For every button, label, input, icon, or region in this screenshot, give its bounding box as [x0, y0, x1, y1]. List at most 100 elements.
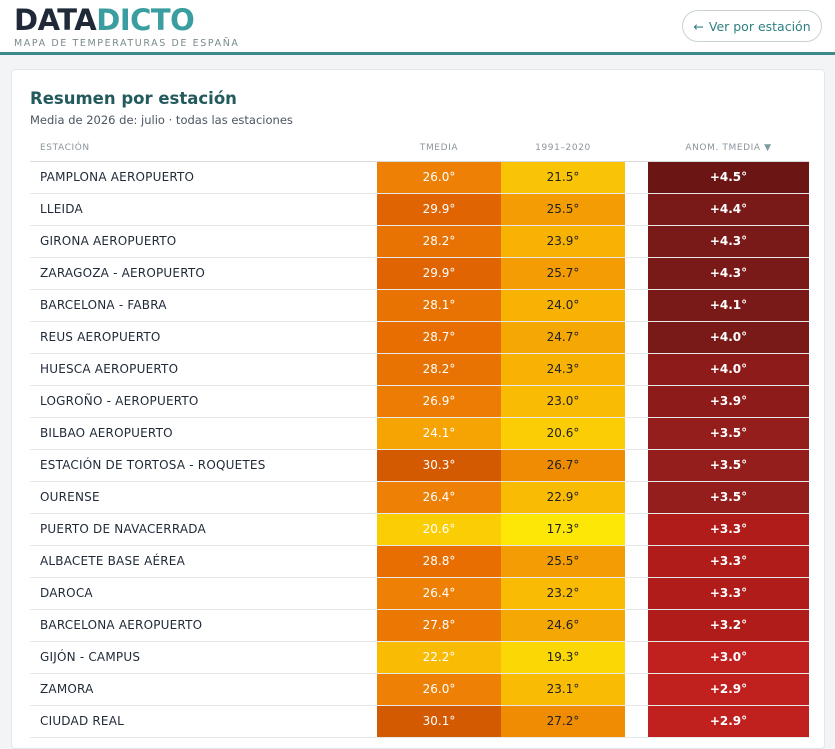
tmedia-cell: 26.0°: [377, 673, 501, 706]
sort-desc-icon: ▼: [764, 143, 772, 154]
tmedia-cell: 28.2°: [377, 353, 501, 386]
station-name-cell: LOGROÑO - AEROPUERTO: [30, 385, 377, 418]
normal-cell: 23.1°: [501, 673, 625, 706]
normal-cell: 27.2°: [501, 705, 625, 738]
station-name-cell: ZARAGOZA - AEROPUERTO: [30, 257, 377, 290]
normal-cell: 25.5°: [501, 193, 625, 226]
table-row[interactable]: GIJÓN - CAMPUS 22.2° 19.3° +3.0°: [30, 641, 809, 674]
anomaly-cell: +4.3°: [648, 257, 809, 290]
normal-cell: 23.2°: [501, 577, 625, 610]
station-name-cell: PUERTO DE NAVACERRADA: [30, 513, 377, 546]
normal-cell: 25.5°: [501, 545, 625, 578]
station-name-cell: ZAMORA: [30, 673, 377, 706]
gap-cell: [625, 609, 648, 642]
tmedia-cell: 29.9°: [377, 257, 501, 290]
tmedia-cell: 22.2°: [377, 641, 501, 674]
anomaly-cell: +4.4°: [648, 193, 809, 226]
logo-part-data: DATA: [14, 3, 97, 37]
gap-cell: [625, 353, 648, 386]
gap-cell: [625, 673, 648, 706]
table-header-row: ESTACIÓN TMEDIA 1991–2020 ANOM. TMEDIA ▼: [30, 136, 809, 162]
station-name-cell: BARCELONA AEROPUERTO: [30, 609, 377, 642]
column-header-tmedia[interactable]: TMEDIA: [377, 136, 501, 162]
column-header-station[interactable]: ESTACIÓN: [30, 136, 377, 162]
gap-cell: [625, 225, 648, 258]
station-name-cell: GIRONA AEROPUERTO: [30, 225, 377, 258]
table-row[interactable]: LOGROÑO - AEROPUERTO 26.9° 23.0° +3.9°: [30, 385, 809, 418]
station-name-cell: BILBAO AEROPUERTO: [30, 417, 377, 450]
column-header-normal[interactable]: 1991–2020: [501, 136, 625, 162]
tmedia-cell: 26.4°: [377, 481, 501, 514]
gap-cell: [625, 193, 648, 226]
gap-cell: [625, 321, 648, 354]
normal-cell: 19.3°: [501, 641, 625, 674]
station-name-cell: ESTACIÓN DE TORTOSA - ROQUETES: [30, 449, 377, 482]
station-summary-card: Resumen por estación Media de 2026 de: j…: [11, 69, 825, 749]
table-row[interactable]: ZARAGOZA - AEROPUERTO 29.9° 25.7° +4.3°: [30, 257, 809, 290]
table-row[interactable]: PUERTO DE NAVACERRADA 20.6° 17.3° +3.3°: [30, 513, 809, 546]
column-header-anomaly[interactable]: ANOM. TMEDIA ▼: [648, 136, 809, 162]
normal-cell: 25.7°: [501, 257, 625, 290]
anomaly-cell: +3.5°: [648, 417, 809, 450]
anomaly-cell: +4.3°: [648, 225, 809, 258]
table-row[interactable]: DAROCA 26.4° 23.2° +3.3°: [30, 577, 809, 610]
table-row[interactable]: BILBAO AEROPUERTO 24.1° 20.6° +3.5°: [30, 417, 809, 450]
card-title: Resumen por estación: [30, 89, 237, 108]
tagline: MAPA DE TEMPERATURAS DE ESPAÑA: [14, 38, 240, 49]
top-header: DATADICTO MAPA DE TEMPERATURAS DE ESPAÑA…: [0, 0, 835, 55]
tmedia-cell: 28.1°: [377, 289, 501, 322]
normal-cell: 24.0°: [501, 289, 625, 322]
normal-cell: 26.7°: [501, 449, 625, 482]
table-row[interactable]: HUESCA AEROPUERTO 28.2° 24.3° +4.0°: [30, 353, 809, 386]
gap-cell: [625, 289, 648, 322]
normal-cell: 21.5°: [501, 161, 625, 194]
normal-cell: 23.9°: [501, 225, 625, 258]
tmedia-cell: 29.9°: [377, 193, 501, 226]
gap-cell: [625, 449, 648, 482]
anomaly-cell: +3.5°: [648, 481, 809, 514]
logo[interactable]: DATADICTO: [14, 3, 195, 37]
anomaly-cell: +3.3°: [648, 513, 809, 546]
tmedia-cell: 26.4°: [377, 577, 501, 610]
gap-cell: [625, 577, 648, 610]
gap-cell: [625, 705, 648, 738]
table-row[interactable]: GIRONA AEROPUERTO 28.2° 23.9° +4.3°: [30, 225, 809, 258]
station-name-cell: GIJÓN - CAMPUS: [30, 641, 377, 674]
tmedia-cell: 27.8°: [377, 609, 501, 642]
table-row[interactable]: ZAMORA 26.0° 23.1° +2.9°: [30, 673, 809, 706]
station-name-cell: DAROCA: [30, 577, 377, 610]
anomaly-cell: +3.3°: [648, 577, 809, 610]
table-row[interactable]: BARCELONA AEROPUERTO 27.8° 24.6° +3.2°: [30, 609, 809, 642]
gap-cell: [625, 257, 648, 290]
table-row[interactable]: LLEIDA 29.9° 25.5° +4.4°: [30, 193, 809, 226]
anomaly-cell: +4.0°: [648, 353, 809, 386]
gap-cell: [625, 513, 648, 546]
card-subtitle: Media de 2026 de: julio · todas las esta…: [30, 113, 293, 127]
gap-cell: [625, 545, 648, 578]
gap-cell: [625, 161, 648, 194]
station-name-cell: REUS AEROPUERTO: [30, 321, 377, 354]
station-name-cell: PAMPLONA AEROPUERTO: [30, 161, 377, 194]
normal-cell: 24.7°: [501, 321, 625, 354]
table-row[interactable]: BARCELONA - FABRA 28.1° 24.0° +4.1°: [30, 289, 809, 322]
table-row[interactable]: ESTACIÓN DE TORTOSA - ROQUETES 30.3° 26.7°…: [30, 449, 809, 482]
table-row[interactable]: CIUDAD REAL 30.1° 27.2° +2.9°: [30, 705, 809, 738]
tmedia-cell: 28.2°: [377, 225, 501, 258]
station-name-cell: OURENSE: [30, 481, 377, 514]
logo-part-dicto: DICTO: [96, 3, 195, 37]
column-header-anomaly-label: ANOM. TMEDIA: [685, 143, 761, 154]
table-row[interactable]: REUS AEROPUERTO 28.7° 24.7° +4.0°: [30, 321, 809, 354]
gap-cell: [625, 417, 648, 450]
normal-cell: 17.3°: [501, 513, 625, 546]
tmedia-cell: 20.6°: [377, 513, 501, 546]
tmedia-cell: 24.1°: [377, 417, 501, 450]
tmedia-cell: 30.3°: [377, 449, 501, 482]
anomaly-cell: +3.5°: [648, 449, 809, 482]
table-row[interactable]: ALBACETE BASE AÉREA 28.8° 25.5° +3.3°: [30, 545, 809, 578]
table-row[interactable]: OURENSE 26.4° 22.9° +3.5°: [30, 481, 809, 514]
anomaly-cell: +4.0°: [648, 321, 809, 354]
view-by-station-button[interactable]: ← Ver por estación: [682, 10, 822, 42]
normal-cell: 24.3°: [501, 353, 625, 386]
gap-cell: [625, 481, 648, 514]
table-row[interactable]: PAMPLONA AEROPUERTO 26.0° 21.5° +4.5°: [30, 161, 809, 194]
